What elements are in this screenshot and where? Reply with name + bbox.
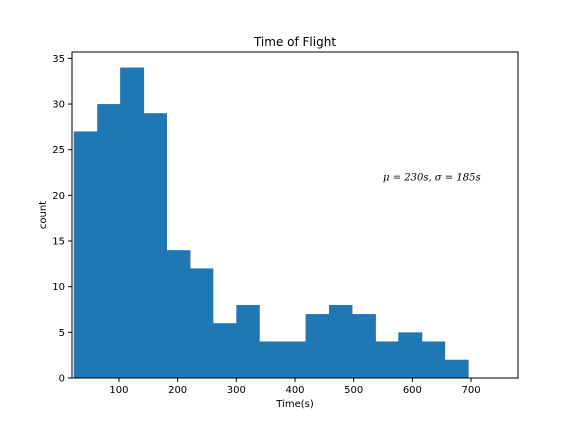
x-tick-label: 500: [344, 385, 363, 396]
histogram-bar: [259, 341, 284, 378]
histogram-bar: [305, 314, 330, 378]
x-axis-ticks: 100 200 300 400 500 600 700: [109, 378, 481, 396]
x-tick-label: 100: [109, 385, 128, 396]
histogram-bar: [421, 341, 446, 378]
y-tick-label: 30: [52, 100, 65, 111]
histogram-bar: [189, 268, 214, 378]
stats-annotation: μ = 230s, σ = 185s: [383, 173, 481, 184]
histogram-bar: [398, 332, 423, 378]
x-tick-label: 300: [227, 385, 246, 396]
x-tick-label: 400: [285, 385, 304, 396]
histogram-bar: [282, 341, 307, 378]
y-tick-label: 35: [52, 54, 65, 65]
y-tick-label: 5: [59, 328, 65, 339]
x-tick-label: 600: [403, 385, 422, 396]
histogram-bar: [444, 359, 469, 378]
histogram-bar: [236, 304, 260, 378]
chart-title: Time of Flight: [253, 35, 336, 49]
bars-group: [73, 67, 469, 379]
histogram-bar: [351, 314, 376, 378]
histogram-bar: [375, 341, 399, 378]
histogram-bar: [97, 104, 121, 379]
histogram-bar: [212, 323, 237, 378]
y-tick-label: 0: [59, 374, 65, 385]
x-tick-label: 200: [168, 385, 187, 396]
y-tick-label: 25: [52, 145, 65, 156]
histogram-bar: [166, 250, 191, 378]
y-tick-label: 15: [52, 237, 65, 248]
plot-frame: [71, 51, 519, 379]
y-tick-label: 10: [52, 282, 65, 293]
x-tick-label: 700: [462, 385, 481, 396]
histogram-bar: [143, 113, 167, 379]
histogram-bar: [329, 304, 353, 378]
x-axis-label: Time(s): [275, 399, 314, 410]
histogram-bar: [73, 131, 98, 378]
y-tick-label: 20: [52, 191, 65, 202]
y-axis-label: count: [38, 201, 49, 229]
y-axis-ticks: 0 5 10 15 20 25 30 35: [52, 54, 72, 385]
histogram-bar: [120, 67, 145, 379]
